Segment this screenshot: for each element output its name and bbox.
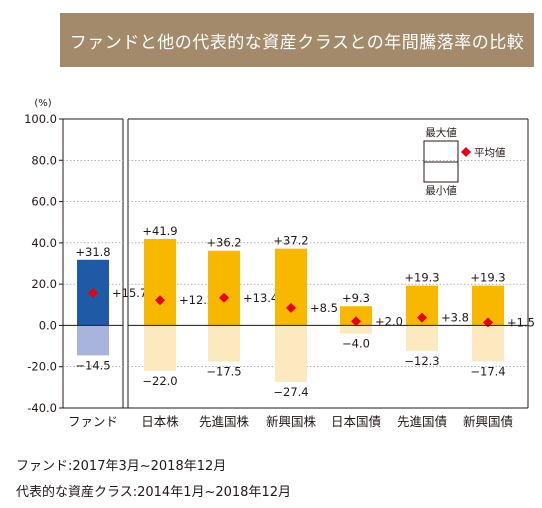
y-tick-label: 60.0: [31, 195, 57, 209]
max-value-label: +19.3: [404, 271, 439, 285]
bar-positive-segment: [275, 248, 307, 326]
legend-max-label: 最大値: [425, 126, 457, 139]
y-unit-label: (%): [34, 98, 51, 109]
legend-min-label: 最小値: [425, 184, 457, 197]
mean-value-label: +12.2: [179, 293, 214, 307]
category-label: 日本国債: [331, 414, 381, 429]
mean-value-label: +15.7: [112, 286, 147, 300]
min-value-label: −17.4: [470, 364, 505, 378]
category-label: 新興国株: [266, 414, 317, 429]
chart-title: ファンドと他の代表的な資産クラスとの年間騰落率の比較: [69, 32, 525, 53]
bar-negative-segment: [340, 325, 372, 334]
category-label: 先進国株: [199, 414, 250, 429]
bar-negative-segment: [77, 325, 109, 356]
mean-value-label: +3.8: [441, 311, 469, 325]
bar-positive-segment: [340, 306, 372, 326]
fund-period-note: ファンド:2017年3月~2018年12月: [16, 459, 227, 474]
min-value-label: −27.4: [273, 385, 308, 399]
mean-value-label: +8.5: [310, 301, 338, 315]
max-value-label: +37.2: [273, 234, 308, 248]
min-value-label: −4.0: [342, 337, 370, 351]
category-label: 日本株: [141, 414, 179, 429]
min-value-label: −12.3: [404, 354, 439, 368]
max-value-label: +31.8: [75, 245, 110, 259]
mean-marker: [155, 295, 165, 306]
mean-marker: [483, 317, 493, 328]
min-value-label: −14.5: [75, 358, 110, 372]
mean-marker: [88, 288, 98, 299]
category-label: 新興国債: [463, 414, 513, 429]
min-value-label: −22.0: [142, 374, 177, 388]
max-value-label: +36.2: [206, 236, 241, 250]
category-label: 先進国債: [397, 414, 447, 429]
bar-negative-segment: [208, 325, 240, 362]
y-tick-label: 20.0: [31, 277, 57, 291]
bar-positive-segment: [208, 250, 240, 326]
bar-negative-segment: [472, 325, 504, 362]
mean-value-label: +1.5: [507, 315, 535, 329]
legend-mean-marker: [461, 147, 471, 157]
bar-negative-segment: [144, 325, 176, 371]
mean-value-label: +2.0: [375, 314, 403, 328]
bar-negative-segment: [406, 325, 438, 351]
max-value-label: +9.3: [342, 291, 370, 305]
max-value-label: +41.9: [142, 224, 177, 238]
min-value-label: −17.5: [206, 365, 241, 379]
legend-mean-label: 平均値: [474, 146, 506, 159]
asset-period-note: 代表的な資産クラス:2014年1月~2018年12月: [16, 485, 291, 500]
category-label: ファンド: [68, 414, 118, 429]
mean-marker: [417, 312, 427, 323]
bar-positive-segment: [144, 238, 176, 326]
max-value-label: +19.3: [470, 271, 505, 285]
y-tick-label: -40.0: [27, 401, 57, 415]
range-bar-chart: -40.0 -20.0 0.0 20.0 40.0 60.0 80.0 100.0 (%) +31…: [24, 98, 535, 429]
mean-marker: [286, 302, 296, 313]
y-tick-label: 80.0: [31, 153, 57, 167]
y-tick-label: -20.0: [27, 360, 57, 374]
mean-marker: [351, 316, 361, 327]
mean-value-label: +13.4: [243, 291, 278, 305]
y-tick-label: 100.0: [24, 112, 57, 126]
y-tick-label: 0.0: [39, 318, 57, 332]
bar-negative-segment: [275, 325, 307, 382]
y-tick-label: 40.0: [31, 236, 57, 250]
title-banner: ファンドと他の代表的な資産クラスとの年間騰落率の比較: [60, 13, 534, 67]
mean-marker: [219, 292, 229, 303]
